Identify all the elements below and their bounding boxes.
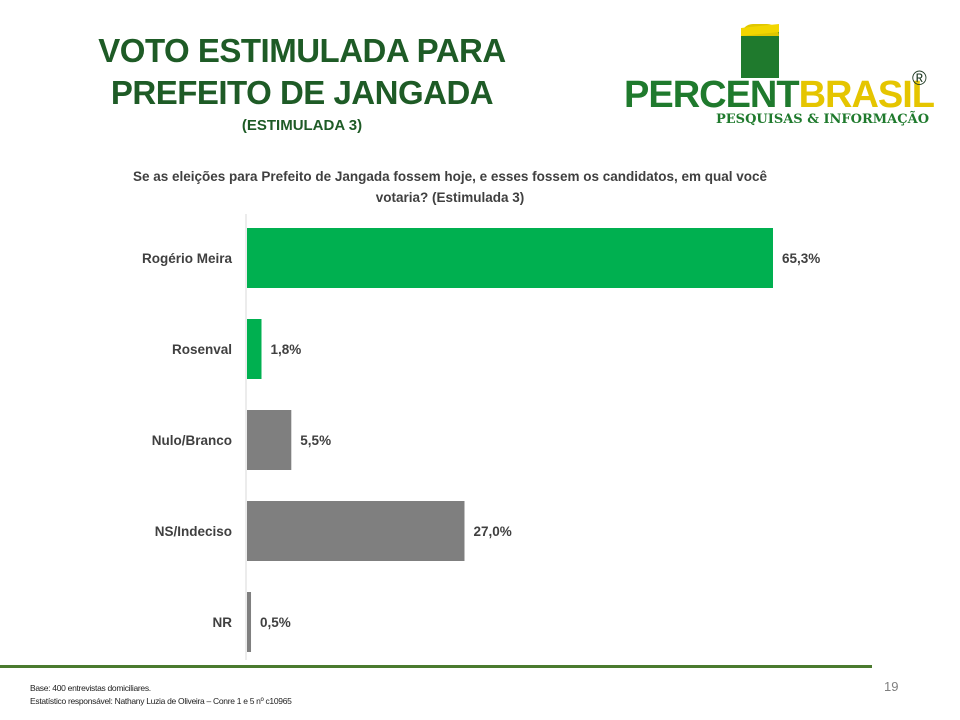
footnote-base: Base: 400 entrevistas domiciliares.	[30, 683, 151, 693]
value-label-1: 1,8%	[270, 342, 301, 357]
bar-3	[247, 501, 465, 561]
page-title: VOTO ESTIMULADA PARA PREFEITO DE JANGADA	[98, 32, 506, 111]
survey-question: Se as eleições para Prefeito de Jangada …	[132, 169, 768, 205]
footer-divider	[0, 665, 872, 668]
category-label-1: Rosenval	[172, 342, 232, 357]
bar-0	[247, 228, 773, 288]
category-label-0: Rogério Meira	[142, 251, 233, 266]
page-number: 19	[884, 679, 899, 694]
bar-2	[247, 410, 292, 470]
percentbrasil-logo: PERCENTBRASIL ® PESQUISAS & INFORMAÇÃO	[620, 20, 940, 132]
value-label-0: 65,3%	[782, 251, 820, 266]
value-label-2: 5,5%	[300, 433, 331, 448]
page-subtitle: (ESTIMULADA 3)	[241, 117, 363, 134]
logo-wordmark: PERCENTBRASIL	[624, 74, 935, 116]
flag-icon	[741, 32, 779, 78]
value-label-3: 27,0%	[473, 524, 511, 539]
logo-tagline: PESQUISAS & INFORMAÇÃO	[716, 112, 930, 127]
registered-icon: ®	[912, 68, 927, 90]
category-label-4: NR	[213, 615, 233, 630]
value-label-4: 0,5%	[260, 615, 291, 630]
footnote: Base: 400 entrevistas domiciliares. Esta…	[30, 682, 292, 708]
bar-4	[247, 592, 252, 652]
bar-1	[247, 319, 262, 379]
category-label-2: Nulo/Branco	[152, 433, 232, 448]
logo-word-yellow: BRASIL	[798, 74, 935, 116]
category-label-3: NS/Indeciso	[155, 524, 232, 539]
footnote-statistician: Estatístico responsável: Nathany Luzia d…	[30, 696, 292, 706]
logo-word-green: PERCENT	[624, 74, 800, 116]
